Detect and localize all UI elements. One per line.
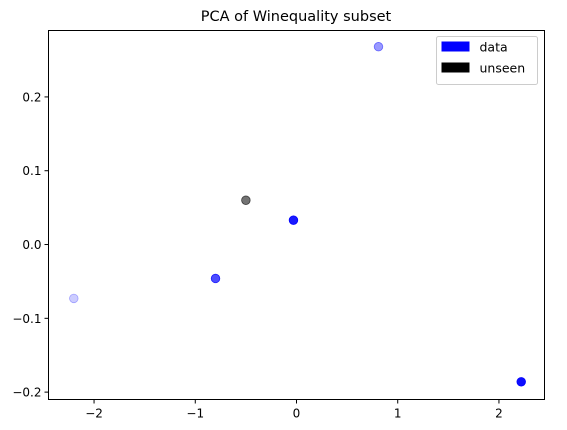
legend-swatch-unseen bbox=[441, 62, 470, 73]
points-layer bbox=[69, 42, 526, 387]
point-data-2 bbox=[288, 215, 299, 225]
x-axis: −2 −1 0 1 2 bbox=[85, 399, 503, 421]
x-tick-label: 1 bbox=[394, 407, 402, 421]
y-tick-label: −0.2 bbox=[12, 386, 41, 400]
legend-label-unseen: unseen bbox=[480, 61, 526, 76]
y-tick-label: 0.1 bbox=[22, 164, 41, 178]
point-unseen-1 bbox=[241, 195, 251, 205]
legend-swatch-data bbox=[441, 41, 470, 52]
point-data-3 bbox=[210, 273, 221, 284]
y-tick-label: 0.2 bbox=[22, 90, 41, 104]
x-tick-label: −2 bbox=[85, 407, 103, 421]
x-tick-label: 0 bbox=[293, 407, 301, 421]
y-tick-label: 0.0 bbox=[22, 238, 41, 252]
point-data-4 bbox=[69, 293, 79, 304]
point-data-0 bbox=[373, 42, 384, 52]
legend-label-data: data bbox=[480, 40, 508, 55]
y-axis: −0.2 −0.1 0.0 0.1 0.2 bbox=[12, 90, 49, 400]
plot-area-frame bbox=[48, 30, 545, 400]
y-tick-label: −0.1 bbox=[12, 312, 41, 326]
x-tick-label: 2 bbox=[495, 407, 503, 421]
x-tick-label: −1 bbox=[186, 407, 204, 421]
point-data-5 bbox=[516, 377, 526, 387]
chart-title: PCA of Winequality subset bbox=[201, 9, 392, 25]
legend: data unseen bbox=[436, 36, 538, 85]
